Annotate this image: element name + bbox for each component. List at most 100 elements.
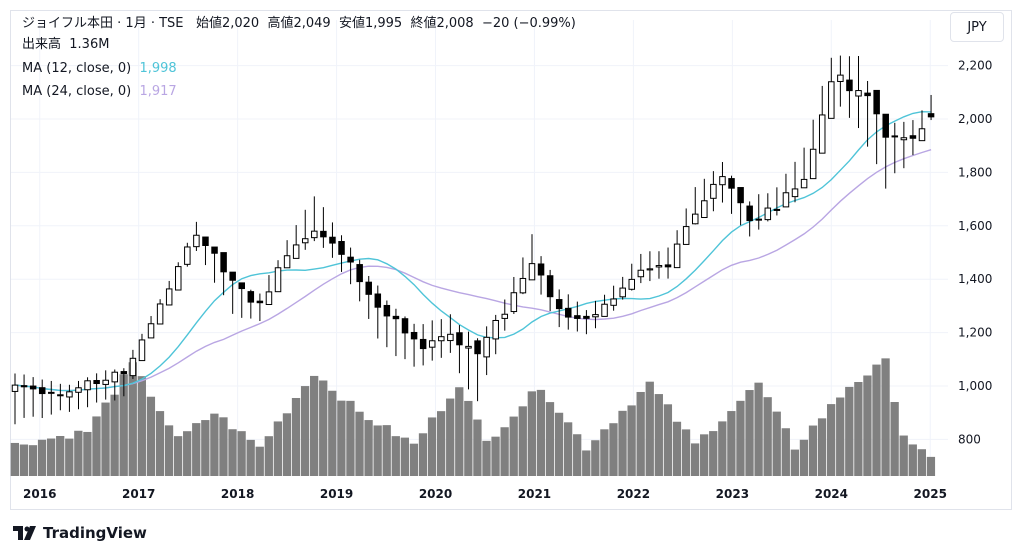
candle-body — [818, 114, 826, 154]
candle-body — [120, 371, 128, 375]
time-tick-label: 2016 — [23, 487, 56, 501]
volume-bar — [328, 390, 337, 476]
candle-body — [156, 303, 164, 325]
candle-body — [837, 74, 844, 82]
high-value: 2,049 — [293, 16, 331, 31]
volume-label: 出来高 — [22, 37, 62, 52]
volume-bar — [645, 381, 654, 476]
volume-bar — [446, 398, 455, 476]
candle-body — [428, 340, 436, 348]
candle-body — [891, 135, 899, 138]
tradingview-logo-icon — [13, 526, 36, 540]
time-tick-label: 2019 — [320, 487, 353, 501]
candle-body — [129, 357, 137, 377]
currency-button[interactable]: JPY — [950, 12, 1004, 42]
candle-body — [601, 303, 608, 317]
candle-body — [202, 236, 209, 246]
candle-body — [229, 271, 236, 281]
volume-bar — [291, 397, 301, 476]
price-tick-label: 1,400 — [958, 272, 992, 286]
candle-body — [256, 300, 264, 304]
interval-label[interactable]: 1月 — [125, 16, 147, 31]
ma1-legend[interactable]: MA (12, close, 0) 1,998 — [22, 60, 177, 77]
volume-bar — [836, 397, 845, 476]
volume-bar — [881, 358, 890, 476]
time-tick-label: 2024 — [815, 487, 848, 501]
candle-body — [918, 128, 926, 142]
volume-bar — [56, 435, 65, 476]
candle-body — [283, 255, 291, 269]
volume-bar — [455, 387, 464, 476]
candle-body — [401, 318, 409, 334]
volume-bar — [391, 436, 400, 476]
volume-bar — [282, 413, 292, 476]
candle-body — [900, 137, 908, 141]
candle-body — [737, 187, 744, 204]
candle-body — [528, 263, 536, 281]
volume-bar — [817, 418, 827, 476]
volume-bar — [373, 425, 382, 476]
volume-bar — [255, 446, 264, 476]
candle-body — [75, 387, 82, 393]
symbol-name[interactable]: ジョイフル本田 — [22, 16, 114, 31]
volume-bar — [509, 416, 518, 476]
candle-body — [465, 345, 472, 349]
candle-body — [583, 315, 590, 319]
price-tick-label: 1,800 — [958, 165, 992, 179]
volume-bar — [573, 434, 582, 476]
volume-bar — [46, 438, 56, 476]
time-tick-label: 2020 — [419, 487, 452, 501]
candle-body — [828, 81, 835, 119]
ma1-line — [14, 110, 932, 392]
candle-body — [855, 90, 862, 97]
candle-body — [728, 178, 735, 189]
candle-body — [510, 292, 518, 313]
candle-body — [809, 148, 817, 180]
high-label: 高値 — [267, 16, 294, 31]
candle-body — [846, 79, 853, 92]
volume-bar — [908, 444, 917, 476]
price-tick-label: 2,200 — [958, 59, 992, 73]
volume-bar — [727, 411, 736, 476]
volume-bar — [409, 443, 419, 476]
volume-bar — [663, 404, 673, 476]
candle-body — [84, 380, 91, 391]
candle-body — [102, 379, 109, 385]
volume-bar — [436, 411, 446, 476]
volume-bar — [718, 421, 727, 476]
volume-bar — [74, 430, 83, 476]
chart-frame[interactable] — [10, 10, 1012, 510]
volume-bar — [201, 420, 210, 476]
volume-bar — [491, 436, 500, 476]
candle-body — [800, 178, 808, 189]
volume-bar — [246, 439, 255, 476]
time-tick-label: 2017 — [122, 487, 155, 501]
volume-bar — [518, 406, 527, 476]
candle-body — [610, 298, 617, 306]
volume-bar — [273, 421, 283, 476]
candle-body — [438, 336, 445, 342]
volume-bar — [917, 449, 926, 476]
volume-bar — [582, 450, 591, 476]
tradingview-logo[interactable]: TradingView — [13, 524, 147, 542]
volume-bar — [382, 425, 391, 476]
candle-body — [574, 315, 581, 319]
volume-bar — [591, 440, 600, 476]
volume-bar — [872, 364, 881, 476]
volume-bar — [600, 429, 609, 476]
candle-body — [138, 339, 146, 362]
candle-body — [619, 287, 626, 298]
candle-body — [682, 226, 690, 245]
candle-body — [11, 384, 19, 392]
volume-bar — [527, 391, 536, 476]
ma2-legend[interactable]: MA (24, close, 0) 1,917 — [22, 83, 177, 100]
volume-bar — [137, 376, 146, 476]
candle-body — [927, 113, 935, 118]
volume-bar — [536, 389, 546, 476]
volume-bar — [210, 413, 219, 476]
volume-bar — [192, 423, 201, 476]
candle-body — [537, 263, 545, 276]
change-value: −20 (−0.99%) — [481, 16, 576, 31]
volume-bar — [618, 410, 627, 476]
